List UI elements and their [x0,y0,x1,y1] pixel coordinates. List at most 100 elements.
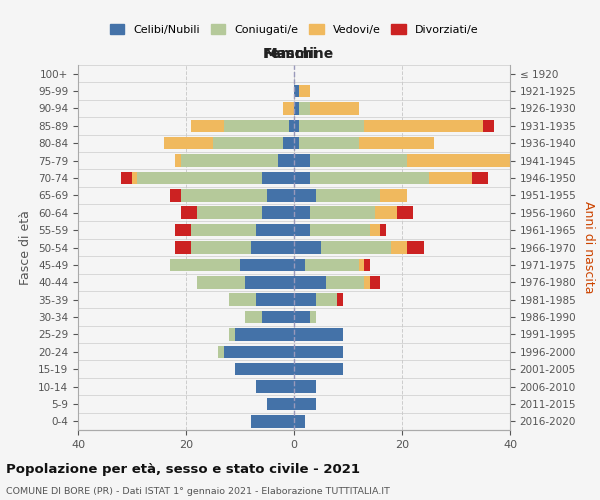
Bar [137,172,262,184]
Bar [132,172,137,184]
Bar [181,189,267,202]
Bar [483,120,494,132]
Bar [370,276,380,288]
Bar [245,311,262,324]
Bar [240,258,294,271]
Bar [310,224,370,236]
Legend: Celibi/Nubili, Coniugati/e, Vedovi/e, Divorziati/e: Celibi/Nubili, Coniugati/e, Vedovi/e, Di… [105,20,483,39]
Bar [337,294,343,306]
Bar [380,189,407,202]
Bar [213,137,283,149]
Bar [267,398,294,410]
Text: Maschi: Maschi [264,48,319,62]
Bar [224,120,289,132]
Bar [380,224,386,236]
Bar [407,241,424,254]
Bar [316,189,380,202]
Bar [391,241,407,254]
Bar [407,154,526,167]
Bar [294,206,310,219]
Bar [256,224,294,236]
Bar [294,102,299,115]
Bar [294,85,299,98]
Bar [294,346,343,358]
Bar [294,311,310,324]
Bar [197,276,245,288]
Bar [294,363,343,376]
Bar [299,85,310,98]
Bar [299,137,359,149]
Bar [267,189,294,202]
Bar [364,276,370,288]
Bar [294,172,310,184]
Bar [299,120,364,132]
Bar [121,172,132,184]
Bar [375,206,397,219]
Bar [294,415,305,428]
Bar [191,120,224,132]
Bar [326,276,364,288]
Bar [229,328,235,340]
Bar [294,241,321,254]
Bar [305,258,359,271]
Bar [310,172,429,184]
Bar [235,328,294,340]
Bar [359,258,364,271]
Bar [310,206,375,219]
Bar [294,398,316,410]
Bar [181,154,278,167]
Bar [294,276,326,288]
Bar [316,294,337,306]
Bar [191,241,251,254]
Bar [294,137,299,149]
Bar [218,346,224,358]
Bar [191,224,256,236]
Bar [164,137,213,149]
Bar [321,241,391,254]
Bar [289,120,294,132]
Bar [294,328,343,340]
Bar [197,206,262,219]
Bar [294,294,316,306]
Bar [170,258,240,271]
Text: Popolazione per età, sesso e stato civile - 2021: Popolazione per età, sesso e stato civil… [6,462,360,475]
Bar [181,206,197,219]
Y-axis label: Anni di nascita: Anni di nascita [581,201,595,294]
Bar [364,120,483,132]
Bar [294,380,316,393]
Bar [262,172,294,184]
Bar [310,154,407,167]
Bar [294,154,310,167]
Bar [170,189,181,202]
Bar [175,224,191,236]
Bar [310,102,359,115]
Bar [294,258,305,271]
Bar [229,294,256,306]
Bar [283,102,294,115]
Bar [256,294,294,306]
Bar [397,206,413,219]
Bar [310,311,316,324]
Bar [278,154,294,167]
Bar [364,258,370,271]
Bar [175,241,191,254]
Bar [294,224,310,236]
Bar [370,224,380,236]
Bar [294,189,316,202]
Bar [235,363,294,376]
Bar [299,102,310,115]
Bar [251,241,294,254]
Text: COMUNE DI BORE (PR) - Dati ISTAT 1° gennaio 2021 - Elaborazione TUTTITALIA.IT: COMUNE DI BORE (PR) - Dati ISTAT 1° genn… [6,488,390,496]
Text: Femmine: Femmine [262,48,334,62]
Bar [359,137,434,149]
Bar [294,120,299,132]
Bar [175,154,181,167]
Bar [262,311,294,324]
Bar [429,172,472,184]
Bar [262,206,294,219]
Bar [283,137,294,149]
Bar [256,380,294,393]
Y-axis label: Fasce di età: Fasce di età [19,210,32,285]
Bar [472,172,488,184]
Bar [245,276,294,288]
